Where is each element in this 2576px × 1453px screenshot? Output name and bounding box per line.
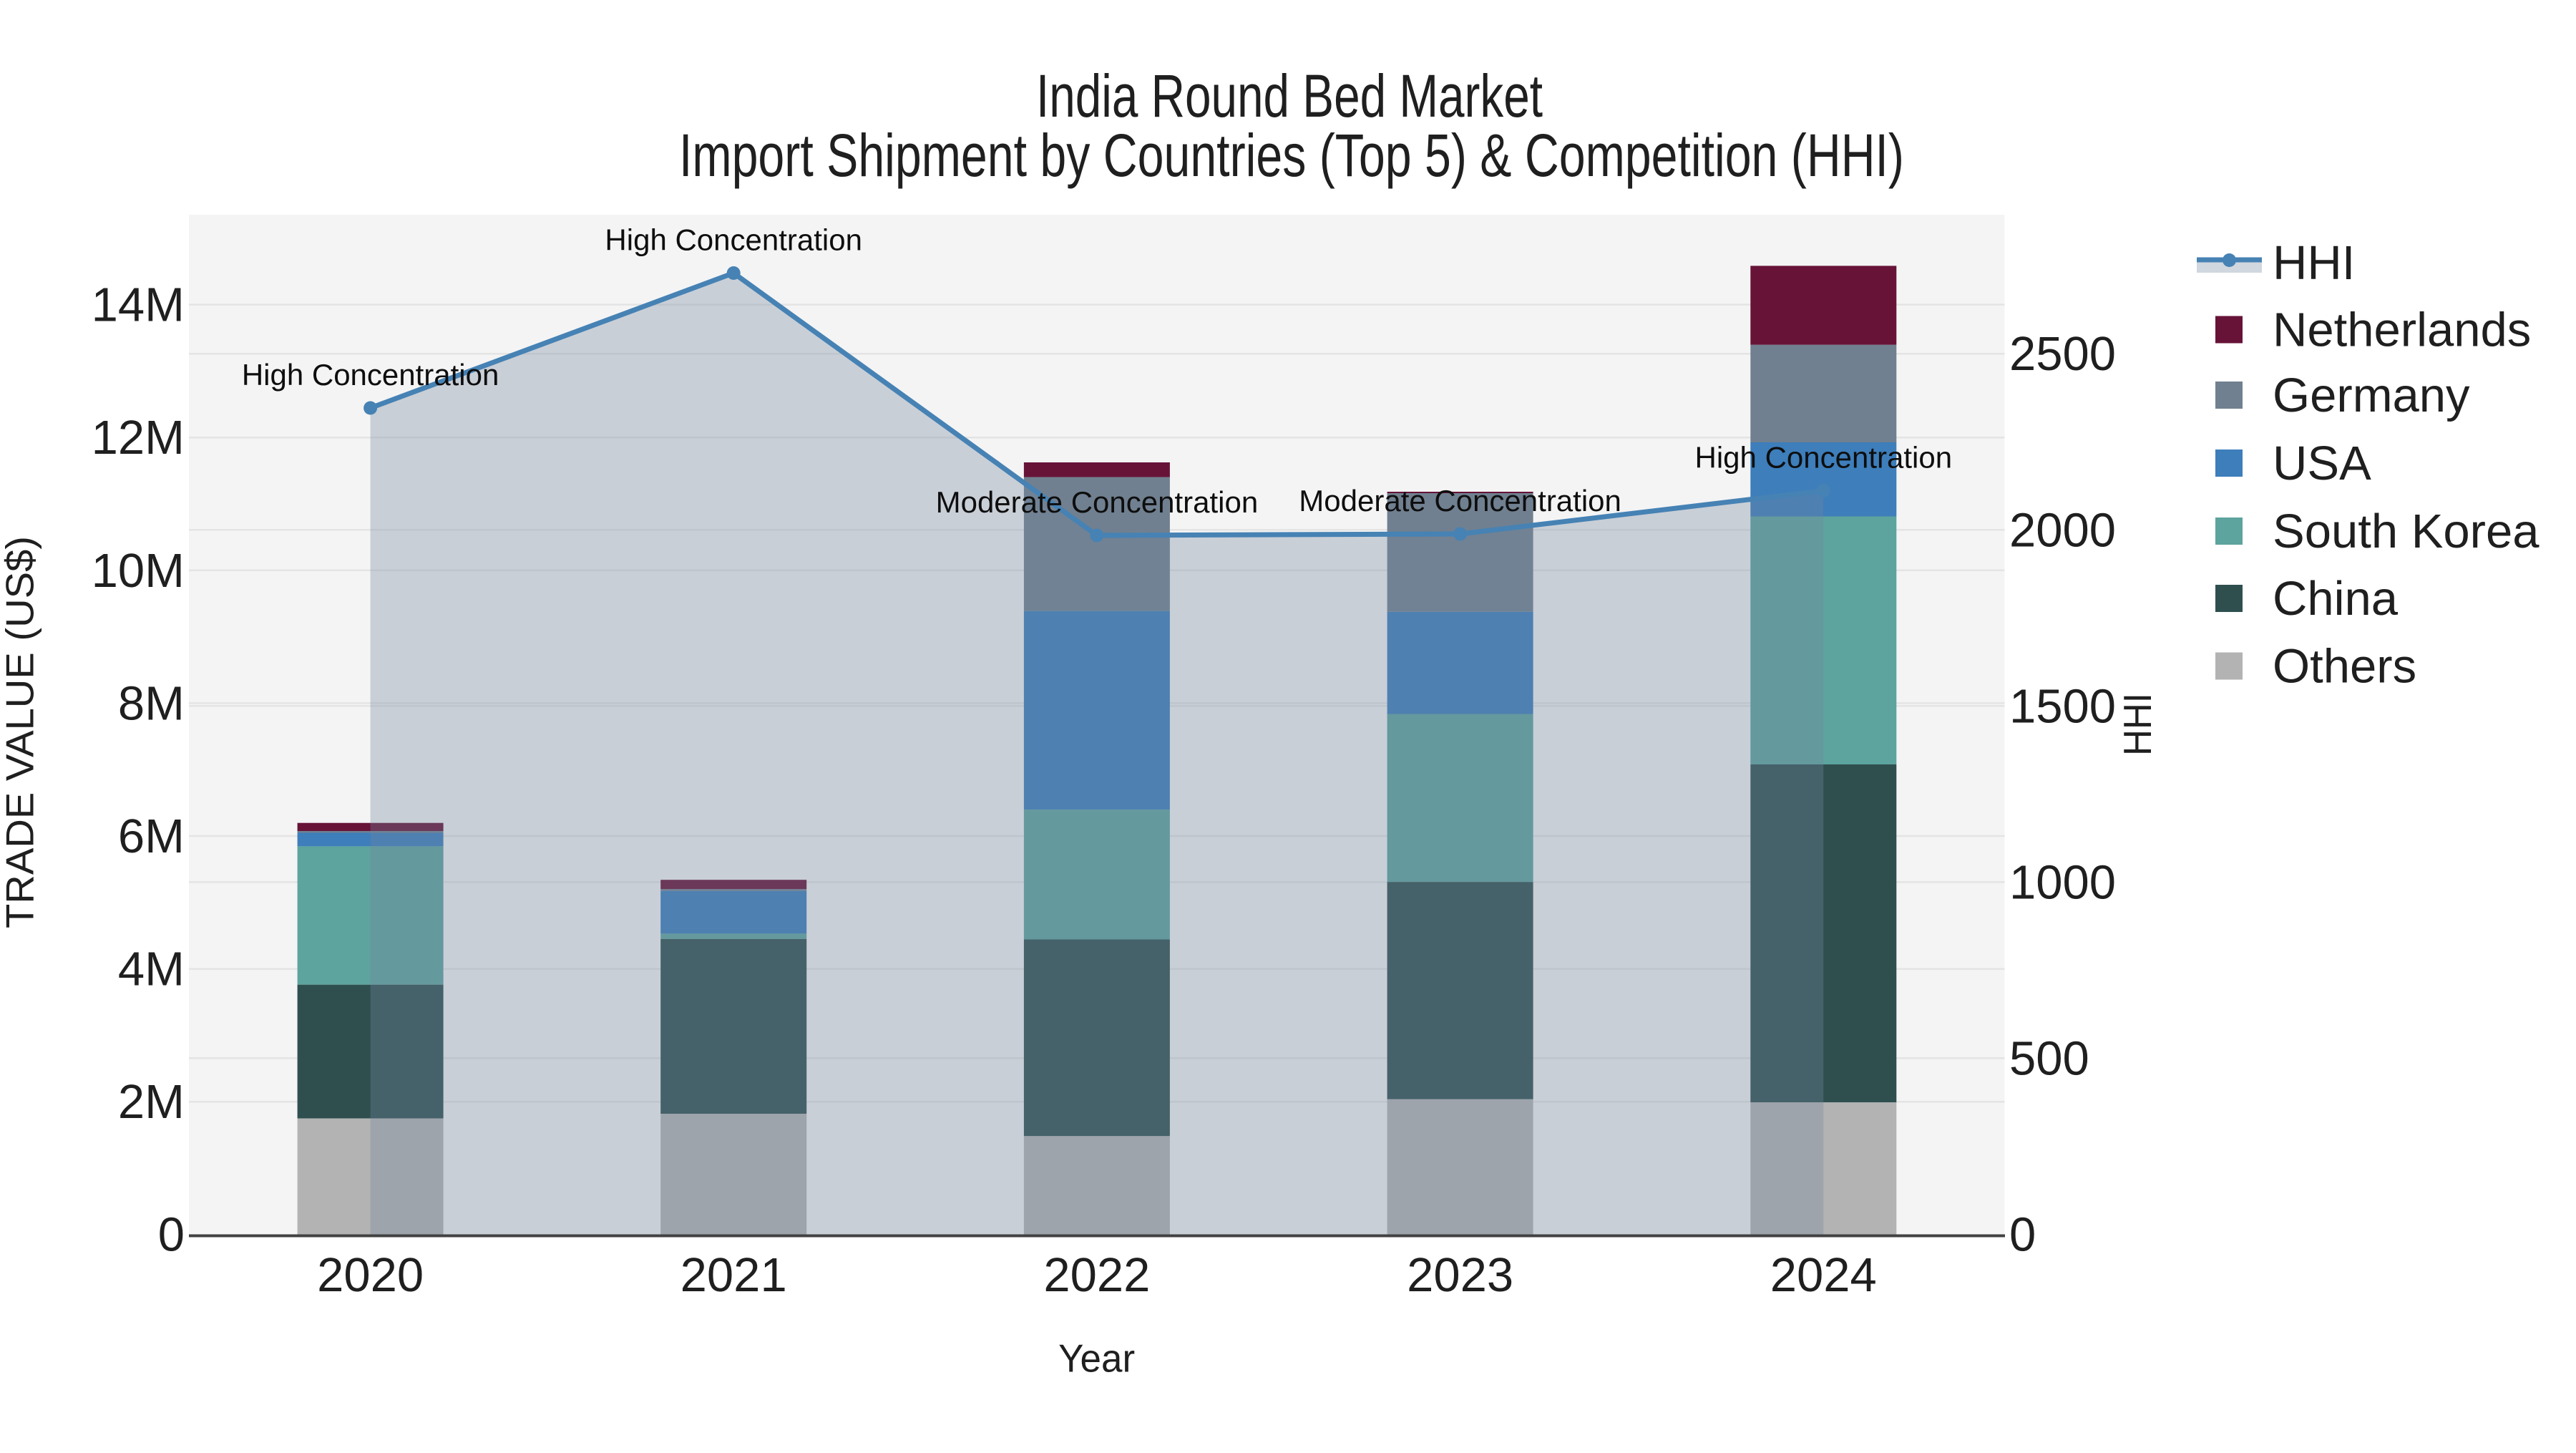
svg-text:High Concentration: High Concentration <box>242 358 499 392</box>
svg-text:1500: 1500 <box>2009 679 2116 733</box>
svg-text:TRADE VALUE (US$): TRADE VALUE (US$) <box>0 536 42 928</box>
svg-text:2000: 2000 <box>2009 503 2116 557</box>
svg-text:14M: 14M <box>92 278 185 332</box>
svg-text:Import Shipment by Countries (: Import Shipment by Countries (Top 5) & C… <box>679 122 1904 189</box>
svg-text:2024: 2024 <box>1770 1248 1877 1302</box>
svg-text:2M: 2M <box>118 1075 185 1129</box>
svg-text:High Concentration: High Concentration <box>605 223 862 257</box>
svg-text:12M: 12M <box>92 411 185 465</box>
svg-text:HHI: HHI <box>2115 693 2160 756</box>
svg-text:2500: 2500 <box>2009 327 2116 381</box>
svg-text:4M: 4M <box>118 943 185 996</box>
svg-text:HHI: HHI <box>2273 236 2355 290</box>
svg-text:0: 0 <box>158 1208 185 1262</box>
svg-text:Moderate Concentration: Moderate Concentration <box>936 485 1259 519</box>
svg-text:USA: USA <box>2273 437 2371 490</box>
svg-text:South Korea: South Korea <box>2273 505 2540 558</box>
svg-text:Germany: Germany <box>2273 369 2470 422</box>
svg-text:2022: 2022 <box>1043 1248 1150 1302</box>
svg-text:2021: 2021 <box>680 1248 787 1302</box>
svg-text:10M: 10M <box>92 544 185 598</box>
svg-text:6M: 6M <box>118 810 185 863</box>
svg-text:2023: 2023 <box>1407 1248 1513 1302</box>
svg-text:0: 0 <box>2009 1208 2036 1262</box>
svg-text:Netherlands: Netherlands <box>2273 303 2531 357</box>
svg-text:Moderate Concentration: Moderate Concentration <box>1299 484 1621 517</box>
svg-text:1000: 1000 <box>2009 855 2116 909</box>
svg-text:8M: 8M <box>118 676 185 730</box>
svg-text:Year: Year <box>1058 1336 1135 1381</box>
svg-text:500: 500 <box>2009 1031 2089 1085</box>
svg-text:2020: 2020 <box>317 1248 424 1302</box>
svg-text:India Round Bed Market: India Round Bed Market <box>1036 62 1543 130</box>
svg-text:China: China <box>2273 572 2399 626</box>
svg-text:Others: Others <box>2273 640 2416 694</box>
svg-text:High Concentration: High Concentration <box>1695 441 1953 475</box>
